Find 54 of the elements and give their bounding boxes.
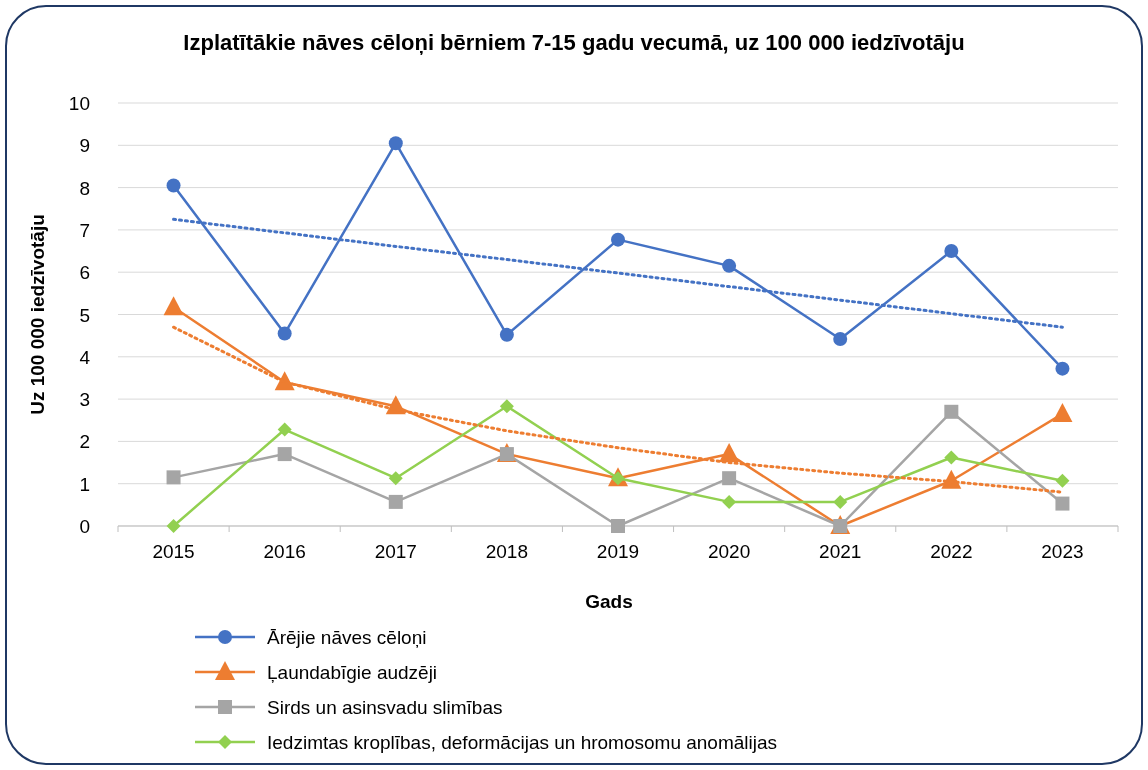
point	[166, 470, 181, 485]
y-tick-label: 6	[79, 262, 90, 284]
y-tick-label: 4	[79, 346, 91, 368]
x-tick-label: 2016	[263, 541, 306, 562]
point	[277, 447, 292, 462]
x-tick-label: 2015	[152, 541, 195, 562]
point	[166, 519, 181, 533]
point	[1052, 402, 1073, 422]
x-tick-label: 2018	[485, 541, 529, 562]
point	[722, 494, 737, 509]
point	[163, 296, 184, 316]
x-tick-label: 2022	[930, 541, 973, 562]
point	[388, 136, 403, 151]
point	[499, 399, 514, 414]
point	[1055, 361, 1070, 376]
point	[388, 471, 403, 486]
y-tick-label: 1	[79, 473, 90, 495]
point	[1055, 496, 1070, 511]
y-axis-title: Uz 100 000 iedzīvotāju	[27, 214, 48, 415]
point	[166, 178, 181, 193]
point	[611, 519, 625, 533]
y-tick-label: 7	[79, 219, 90, 241]
x-tick-label: 2019	[596, 541, 640, 562]
point	[277, 422, 292, 437]
chart-title: Izplatītākie nāves cēloņi bērniem 7-15 gadu vecumā, uz 100 000 iedzīvotāju	[183, 30, 965, 55]
y-tick-label: 5	[79, 304, 90, 326]
x-tick-label: 2021	[819, 541, 862, 562]
point	[719, 443, 740, 463]
point	[388, 494, 403, 509]
y-tick-label: 8	[79, 177, 90, 199]
x-tick-label: 2023	[1041, 541, 1084, 562]
point	[611, 232, 625, 247]
x-tick-label: 2020	[707, 541, 751, 562]
legend-label: Sirds un asinsvadu slimības	[267, 697, 503, 718]
point	[944, 404, 959, 419]
y-tick-label: 10	[68, 93, 90, 114]
point	[944, 244, 959, 259]
point	[944, 450, 959, 465]
x-axis-title: Gads	[585, 591, 633, 612]
legend-label: Ārējie nāves cēloņi	[267, 627, 427, 648]
point	[1055, 473, 1070, 488]
point	[499, 327, 514, 342]
y-tick-label: 9	[79, 135, 90, 157]
point	[833, 494, 848, 509]
point	[722, 258, 737, 273]
y-tick-label: 2	[79, 431, 90, 453]
point	[722, 471, 737, 486]
x-tick-label: 2017	[374, 541, 417, 562]
y-tick-label: 0	[79, 516, 90, 537]
legend-label: Ļaundabīgie audzēji	[267, 662, 438, 683]
legend-label: Iedzimtas kroplības, deformācijas un hromosomu anomālijas	[267, 732, 778, 753]
point	[277, 326, 292, 341]
y-tick-label: 3	[79, 389, 90, 411]
point	[833, 332, 848, 347]
